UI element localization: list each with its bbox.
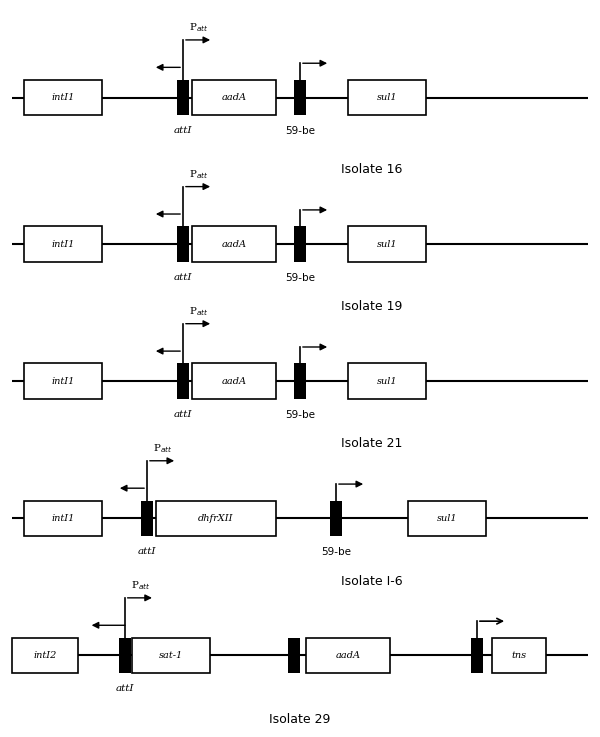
Text: sul1: sul1 bbox=[377, 93, 397, 102]
Text: Isolate 16: Isolate 16 bbox=[341, 164, 403, 176]
Bar bbox=[177, 226, 189, 262]
Bar bbox=[119, 638, 131, 674]
Text: intI1: intI1 bbox=[52, 514, 74, 523]
Bar bbox=[294, 226, 306, 262]
Text: aadA: aadA bbox=[221, 93, 247, 102]
Bar bbox=[348, 226, 426, 262]
Bar bbox=[12, 638, 78, 674]
Bar bbox=[294, 363, 306, 399]
Bar bbox=[24, 500, 102, 537]
Text: 59-be: 59-be bbox=[285, 273, 315, 283]
Text: aadA: aadA bbox=[221, 240, 247, 248]
Text: P$_{\it{att}}$: P$_{\it{att}}$ bbox=[189, 168, 208, 181]
Text: P$_{\it{att}}$: P$_{\it{att}}$ bbox=[153, 442, 172, 455]
Text: P$_{\it{att}}$: P$_{\it{att}}$ bbox=[189, 21, 208, 35]
Bar bbox=[471, 638, 483, 674]
Bar bbox=[306, 638, 390, 674]
Bar bbox=[492, 638, 546, 674]
Text: sul1: sul1 bbox=[377, 240, 397, 248]
Text: Isolate 21: Isolate 21 bbox=[341, 438, 403, 450]
Text: attI: attI bbox=[174, 273, 192, 282]
Bar bbox=[24, 226, 102, 262]
Bar bbox=[141, 500, 153, 537]
Text: 59-be: 59-be bbox=[285, 410, 315, 420]
Text: sul1: sul1 bbox=[377, 377, 397, 385]
Text: Isolate I-6: Isolate I-6 bbox=[341, 575, 403, 587]
Text: intI2: intI2 bbox=[34, 651, 56, 660]
Bar bbox=[408, 500, 486, 537]
Bar bbox=[330, 500, 342, 537]
Bar bbox=[288, 638, 300, 674]
Bar bbox=[24, 80, 102, 115]
Text: aadA: aadA bbox=[335, 651, 361, 660]
Text: attI: attI bbox=[138, 547, 156, 556]
Text: dhfrXII: dhfrXII bbox=[198, 514, 234, 523]
Text: 59-be: 59-be bbox=[321, 547, 351, 557]
Text: 59-be: 59-be bbox=[285, 126, 315, 136]
Bar bbox=[24, 363, 102, 399]
Text: sul1: sul1 bbox=[437, 514, 457, 523]
Text: intI1: intI1 bbox=[52, 93, 74, 102]
Text: P$_{\it{att}}$: P$_{\it{att}}$ bbox=[189, 305, 208, 318]
Text: attI: attI bbox=[116, 684, 134, 694]
Bar bbox=[348, 80, 426, 115]
Text: Isolate 19: Isolate 19 bbox=[341, 301, 403, 313]
Bar bbox=[192, 80, 276, 115]
Text: sat-1: sat-1 bbox=[159, 651, 183, 660]
Text: P$_{\it{att}}$: P$_{\it{att}}$ bbox=[131, 579, 150, 593]
Text: tns: tns bbox=[511, 651, 527, 660]
Bar bbox=[132, 638, 210, 674]
Text: intI1: intI1 bbox=[52, 377, 74, 385]
Text: attI: attI bbox=[174, 126, 192, 136]
Text: aadA: aadA bbox=[221, 377, 247, 385]
Text: attI: attI bbox=[174, 410, 192, 419]
Bar bbox=[177, 363, 189, 399]
Bar bbox=[192, 363, 276, 399]
Bar bbox=[294, 80, 306, 115]
Bar bbox=[192, 226, 276, 262]
Bar bbox=[177, 80, 189, 115]
Bar bbox=[348, 363, 426, 399]
Bar bbox=[156, 500, 276, 537]
Text: intI1: intI1 bbox=[52, 240, 74, 248]
Text: Isolate 29: Isolate 29 bbox=[269, 713, 331, 726]
